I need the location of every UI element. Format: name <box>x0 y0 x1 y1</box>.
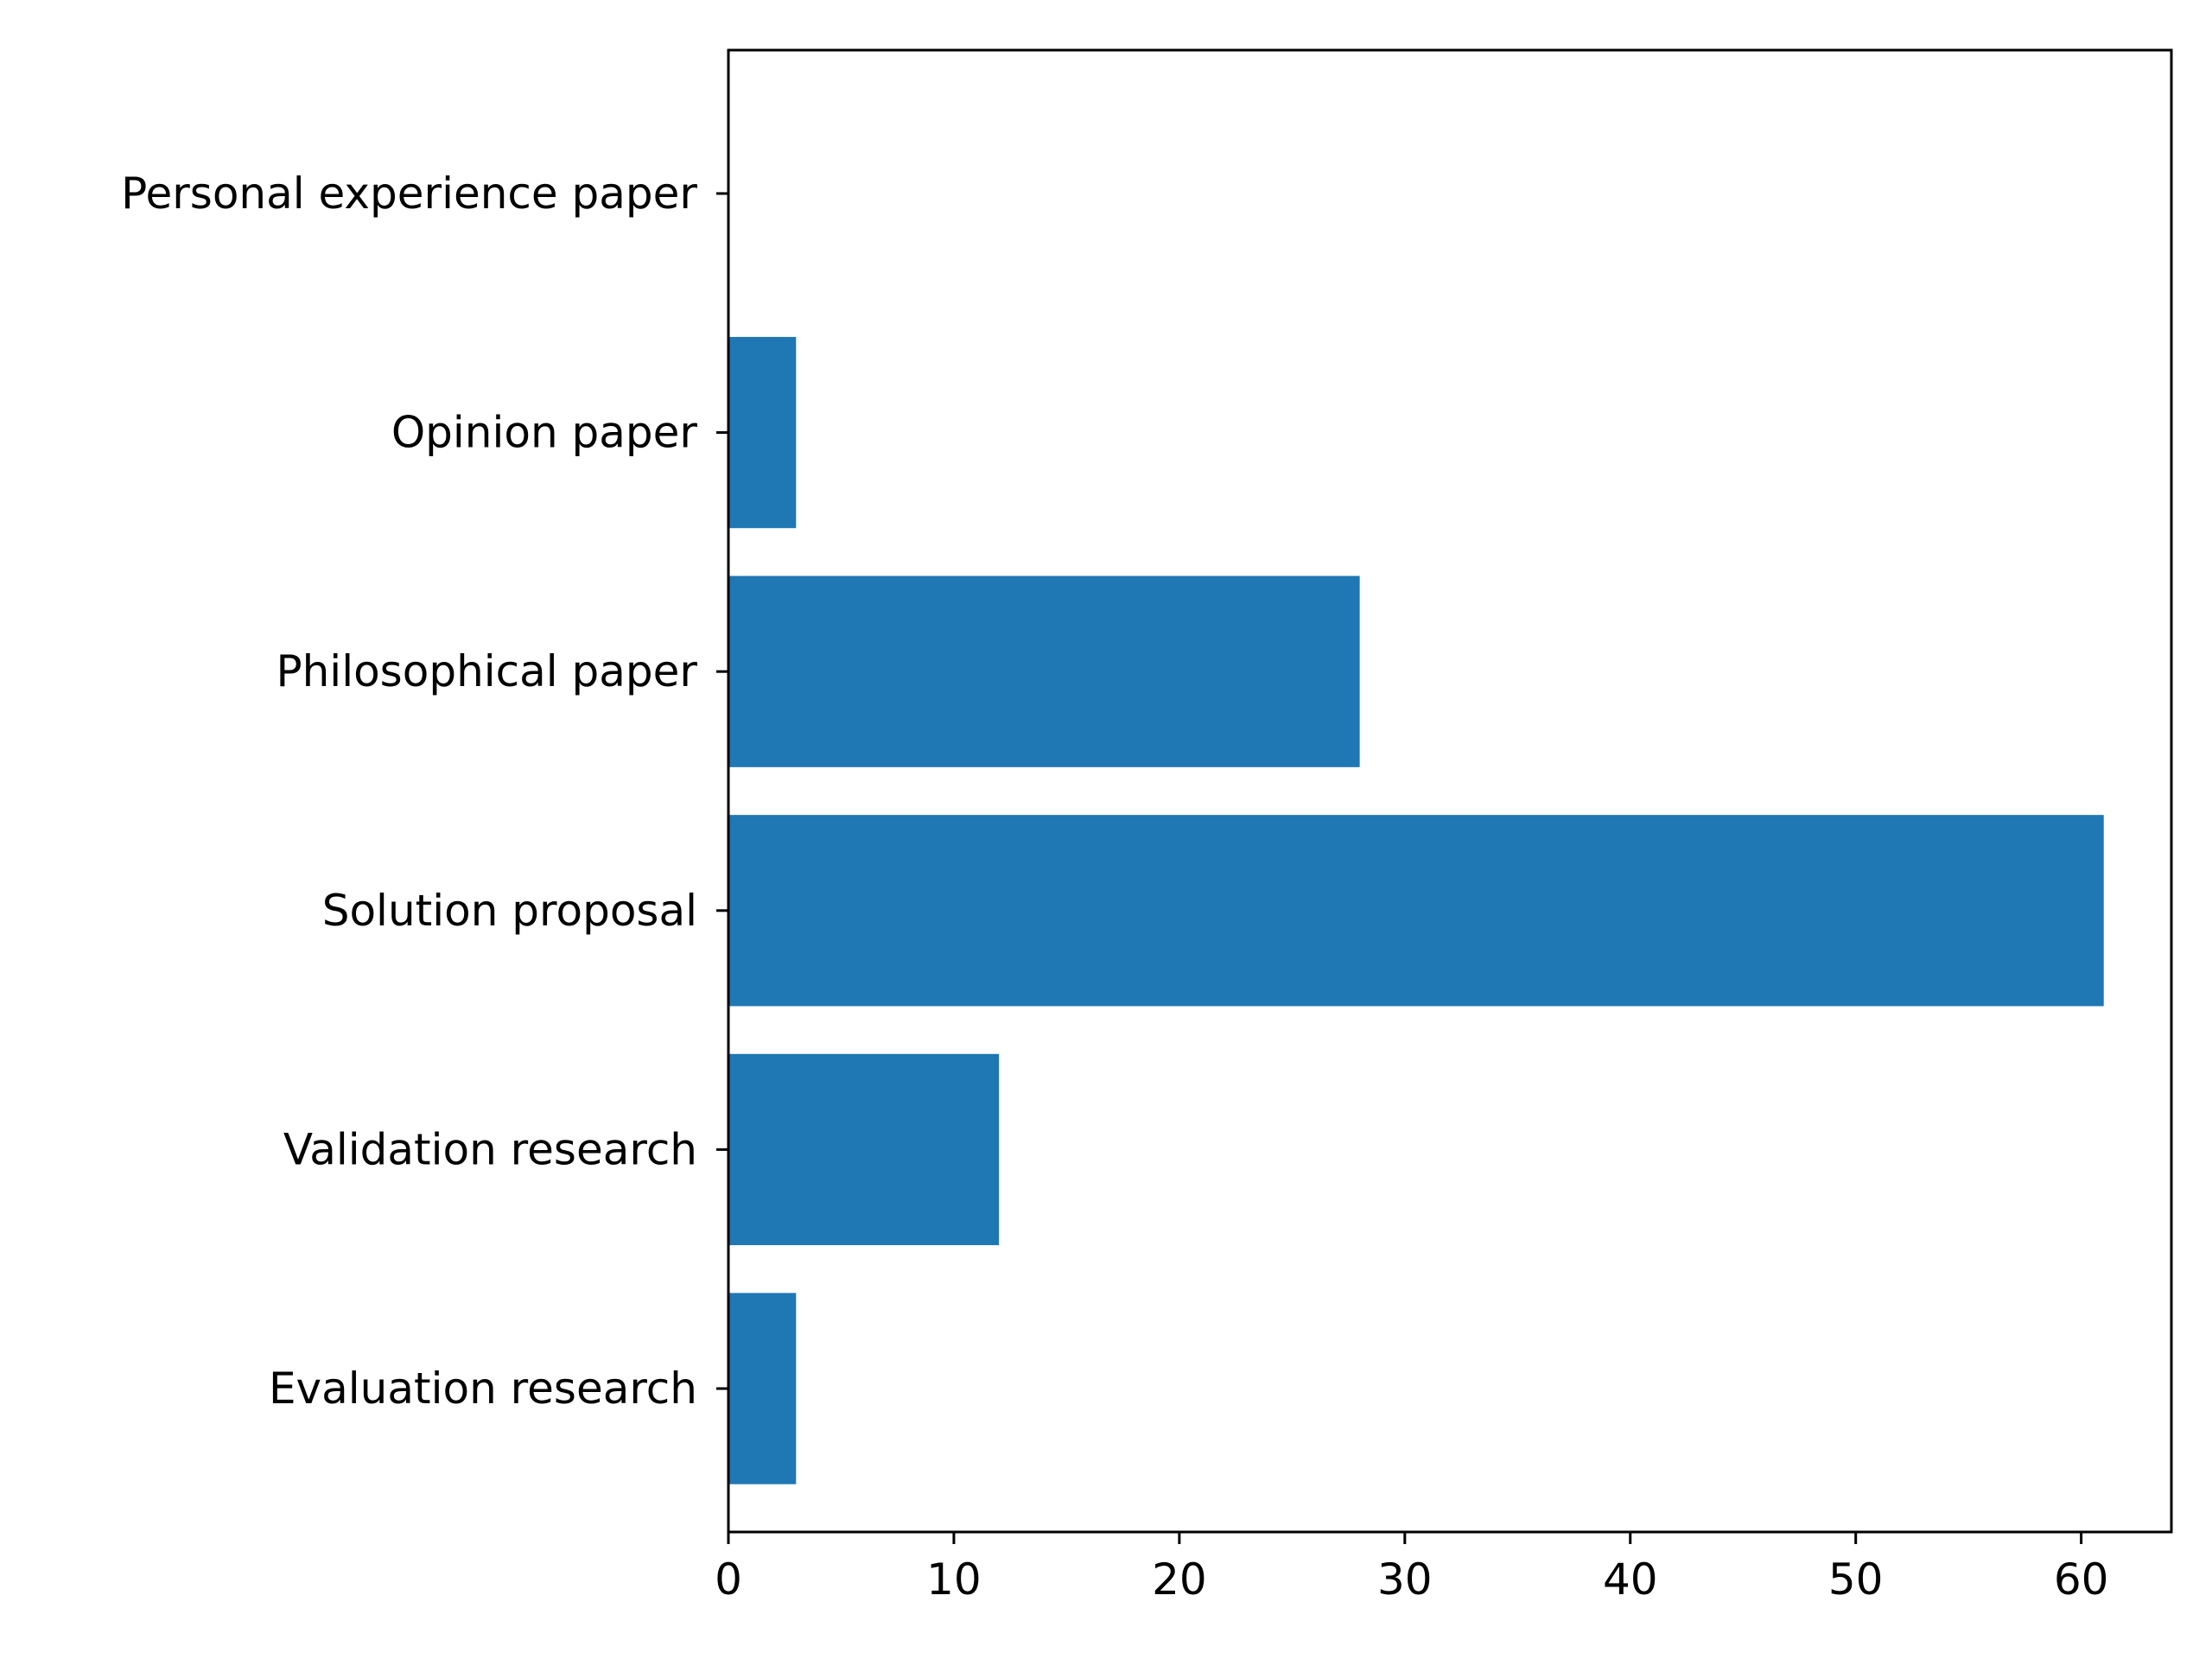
y-tick-label: Philosophical paper <box>276 646 697 696</box>
y-tick-label: Opinion paper <box>391 408 698 458</box>
y-tick-label: Solution proposal <box>322 886 697 936</box>
x-tick-label: 0 <box>715 1554 742 1605</box>
bar-solution-proposal <box>728 815 2104 1007</box>
x-tick-label: 60 <box>2054 1554 2109 1605</box>
bar-philosophical-paper <box>728 575 1360 767</box>
x-tick-label: 20 <box>1152 1554 1207 1605</box>
y-axis: Evaluation research Validation research So… <box>121 168 728 1414</box>
x-tick-label: 40 <box>1603 1554 1658 1605</box>
x-axis: 0 10 20 30 40 50 60 <box>715 1532 2108 1605</box>
plot-frame <box>727 48 2173 1534</box>
bar-evaluation-research <box>728 1293 797 1484</box>
plot-background <box>728 50 2171 1532</box>
x-tick-label: 10 <box>926 1554 982 1605</box>
x-tick-label: 30 <box>1377 1554 1433 1605</box>
bar-opinion-paper <box>728 336 797 529</box>
bars-group <box>728 336 2104 1484</box>
bar-validation-research <box>728 1053 1000 1246</box>
y-tick-label: Personal experience paper <box>121 168 697 219</box>
x-tick-label: 50 <box>1828 1554 1884 1605</box>
y-tick-label: Validation research <box>283 1124 697 1174</box>
y-tick-label: Evaluation research <box>269 1363 697 1414</box>
